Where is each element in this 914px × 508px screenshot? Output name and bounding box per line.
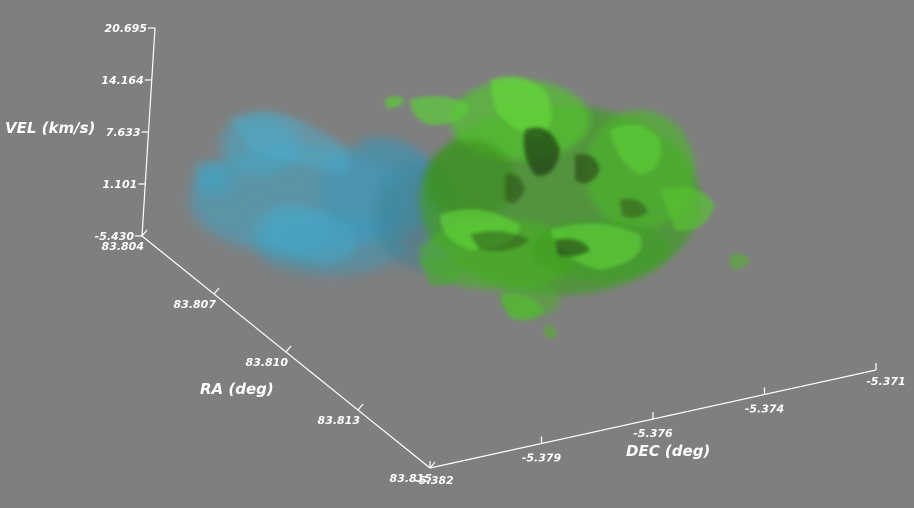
- blue-emission-filaments: [195, 112, 430, 265]
- dec-tick-label: -5.376: [633, 427, 673, 440]
- vel-tick-label: 14.164: [101, 74, 143, 87]
- dec-tick-label: -5.374: [745, 403, 784, 416]
- ra-tick-label: 83.807: [174, 298, 217, 311]
- vel-tick-label: -5.430: [95, 230, 135, 243]
- ra-axis-title: RA (deg): [200, 380, 274, 398]
- dec-tick-label: -5.379: [522, 452, 562, 465]
- ra-tick-label: 83.810: [246, 356, 289, 369]
- ra-tick-label: 83.815: [390, 472, 433, 485]
- ra-tick-mark: [141, 229, 148, 237]
- volume-cloud: [190, 76, 750, 339]
- ra-tick-label: 83.813: [318, 414, 361, 427]
- ra-tick-mark: [213, 287, 220, 295]
- ra-tick-mark: [357, 403, 364, 411]
- ra-tick-mark: [285, 345, 292, 353]
- dense-core-shadows: [470, 127, 648, 257]
- vel-tick-label: 7.633: [106, 126, 141, 139]
- dec-axis-title: DEC (deg): [626, 442, 710, 460]
- vel-tick-label: 20.695: [105, 22, 148, 35]
- vel-tick-label: 1.101: [102, 178, 137, 191]
- ra-tick-mark: [429, 461, 436, 469]
- vel-axis-title: VEL (km/s): [5, 119, 95, 137]
- ra-tick-label: 83.804: [102, 240, 144, 253]
- dec-tick-label: -5.371: [866, 375, 905, 388]
- dec-tick-label: -5.382: [414, 474, 454, 487]
